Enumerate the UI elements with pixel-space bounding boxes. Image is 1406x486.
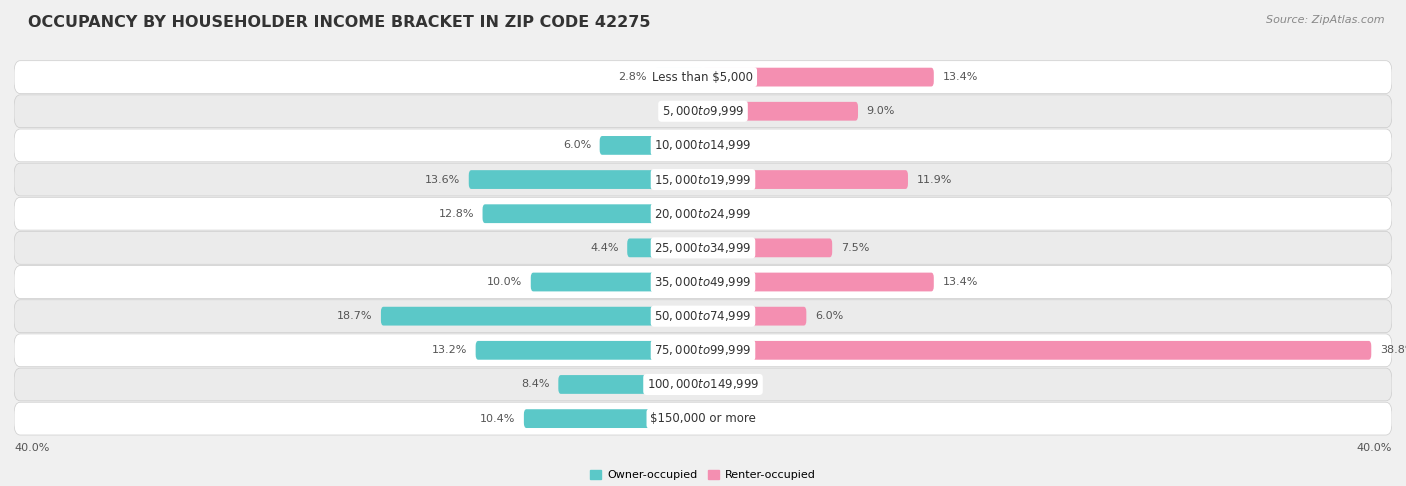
FancyBboxPatch shape: [14, 95, 1392, 128]
Text: 2.8%: 2.8%: [617, 72, 647, 82]
FancyBboxPatch shape: [14, 368, 1392, 401]
FancyBboxPatch shape: [655, 68, 703, 87]
Text: 9.0%: 9.0%: [866, 106, 896, 116]
FancyBboxPatch shape: [482, 204, 703, 223]
Text: 13.2%: 13.2%: [432, 346, 467, 355]
FancyBboxPatch shape: [468, 170, 703, 189]
Text: Less than $5,000: Less than $5,000: [652, 70, 754, 84]
Text: 0.0%: 0.0%: [711, 140, 740, 150]
Text: $20,000 to $24,999: $20,000 to $24,999: [654, 207, 752, 221]
Text: 40.0%: 40.0%: [14, 443, 49, 452]
FancyBboxPatch shape: [14, 334, 1392, 367]
Text: OCCUPANCY BY HOUSEHOLDER INCOME BRACKET IN ZIP CODE 42275: OCCUPANCY BY HOUSEHOLDER INCOME BRACKET …: [28, 15, 651, 30]
FancyBboxPatch shape: [14, 402, 1392, 435]
Text: $50,000 to $74,999: $50,000 to $74,999: [654, 309, 752, 323]
FancyBboxPatch shape: [703, 68, 934, 87]
Text: 10.0%: 10.0%: [486, 277, 522, 287]
Text: $150,000 or more: $150,000 or more: [650, 412, 756, 425]
FancyBboxPatch shape: [703, 239, 832, 257]
FancyBboxPatch shape: [14, 197, 1392, 230]
Text: $25,000 to $34,999: $25,000 to $34,999: [654, 241, 752, 255]
FancyBboxPatch shape: [14, 61, 1392, 93]
Text: $75,000 to $99,999: $75,000 to $99,999: [654, 343, 752, 357]
Text: 38.8%: 38.8%: [1379, 346, 1406, 355]
FancyBboxPatch shape: [14, 266, 1392, 298]
FancyBboxPatch shape: [703, 102, 858, 121]
FancyBboxPatch shape: [475, 341, 703, 360]
Text: $35,000 to $49,999: $35,000 to $49,999: [654, 275, 752, 289]
Text: 8.4%: 8.4%: [522, 380, 550, 389]
Text: 12.8%: 12.8%: [439, 208, 474, 219]
FancyBboxPatch shape: [14, 129, 1392, 162]
Text: $10,000 to $14,999: $10,000 to $14,999: [654, 139, 752, 153]
Legend: Owner-occupied, Renter-occupied: Owner-occupied, Renter-occupied: [586, 466, 820, 485]
FancyBboxPatch shape: [703, 170, 908, 189]
Text: 7.5%: 7.5%: [841, 243, 869, 253]
FancyBboxPatch shape: [381, 307, 703, 326]
Text: 40.0%: 40.0%: [1357, 443, 1392, 452]
Text: 13.4%: 13.4%: [942, 277, 977, 287]
Text: 0.0%: 0.0%: [666, 106, 695, 116]
Text: 18.7%: 18.7%: [337, 311, 373, 321]
Text: 0.0%: 0.0%: [711, 208, 740, 219]
FancyBboxPatch shape: [599, 136, 703, 155]
FancyBboxPatch shape: [627, 239, 703, 257]
Text: 4.4%: 4.4%: [591, 243, 619, 253]
Text: 6.0%: 6.0%: [562, 140, 591, 150]
Text: $100,000 to $149,999: $100,000 to $149,999: [647, 378, 759, 391]
FancyBboxPatch shape: [14, 300, 1392, 332]
Text: 11.9%: 11.9%: [917, 174, 952, 185]
FancyBboxPatch shape: [558, 375, 703, 394]
Text: $5,000 to $9,999: $5,000 to $9,999: [662, 104, 744, 118]
Text: 6.0%: 6.0%: [815, 311, 844, 321]
FancyBboxPatch shape: [14, 231, 1392, 264]
Text: 13.6%: 13.6%: [425, 174, 460, 185]
Text: $15,000 to $19,999: $15,000 to $19,999: [654, 173, 752, 187]
Text: 0.0%: 0.0%: [711, 414, 740, 424]
FancyBboxPatch shape: [703, 273, 934, 292]
FancyBboxPatch shape: [703, 307, 807, 326]
Text: 10.4%: 10.4%: [479, 414, 515, 424]
FancyBboxPatch shape: [703, 341, 1371, 360]
Text: Source: ZipAtlas.com: Source: ZipAtlas.com: [1267, 15, 1385, 25]
Text: 13.4%: 13.4%: [942, 72, 977, 82]
FancyBboxPatch shape: [531, 273, 703, 292]
Text: 0.0%: 0.0%: [711, 380, 740, 389]
FancyBboxPatch shape: [14, 163, 1392, 196]
FancyBboxPatch shape: [524, 409, 703, 428]
